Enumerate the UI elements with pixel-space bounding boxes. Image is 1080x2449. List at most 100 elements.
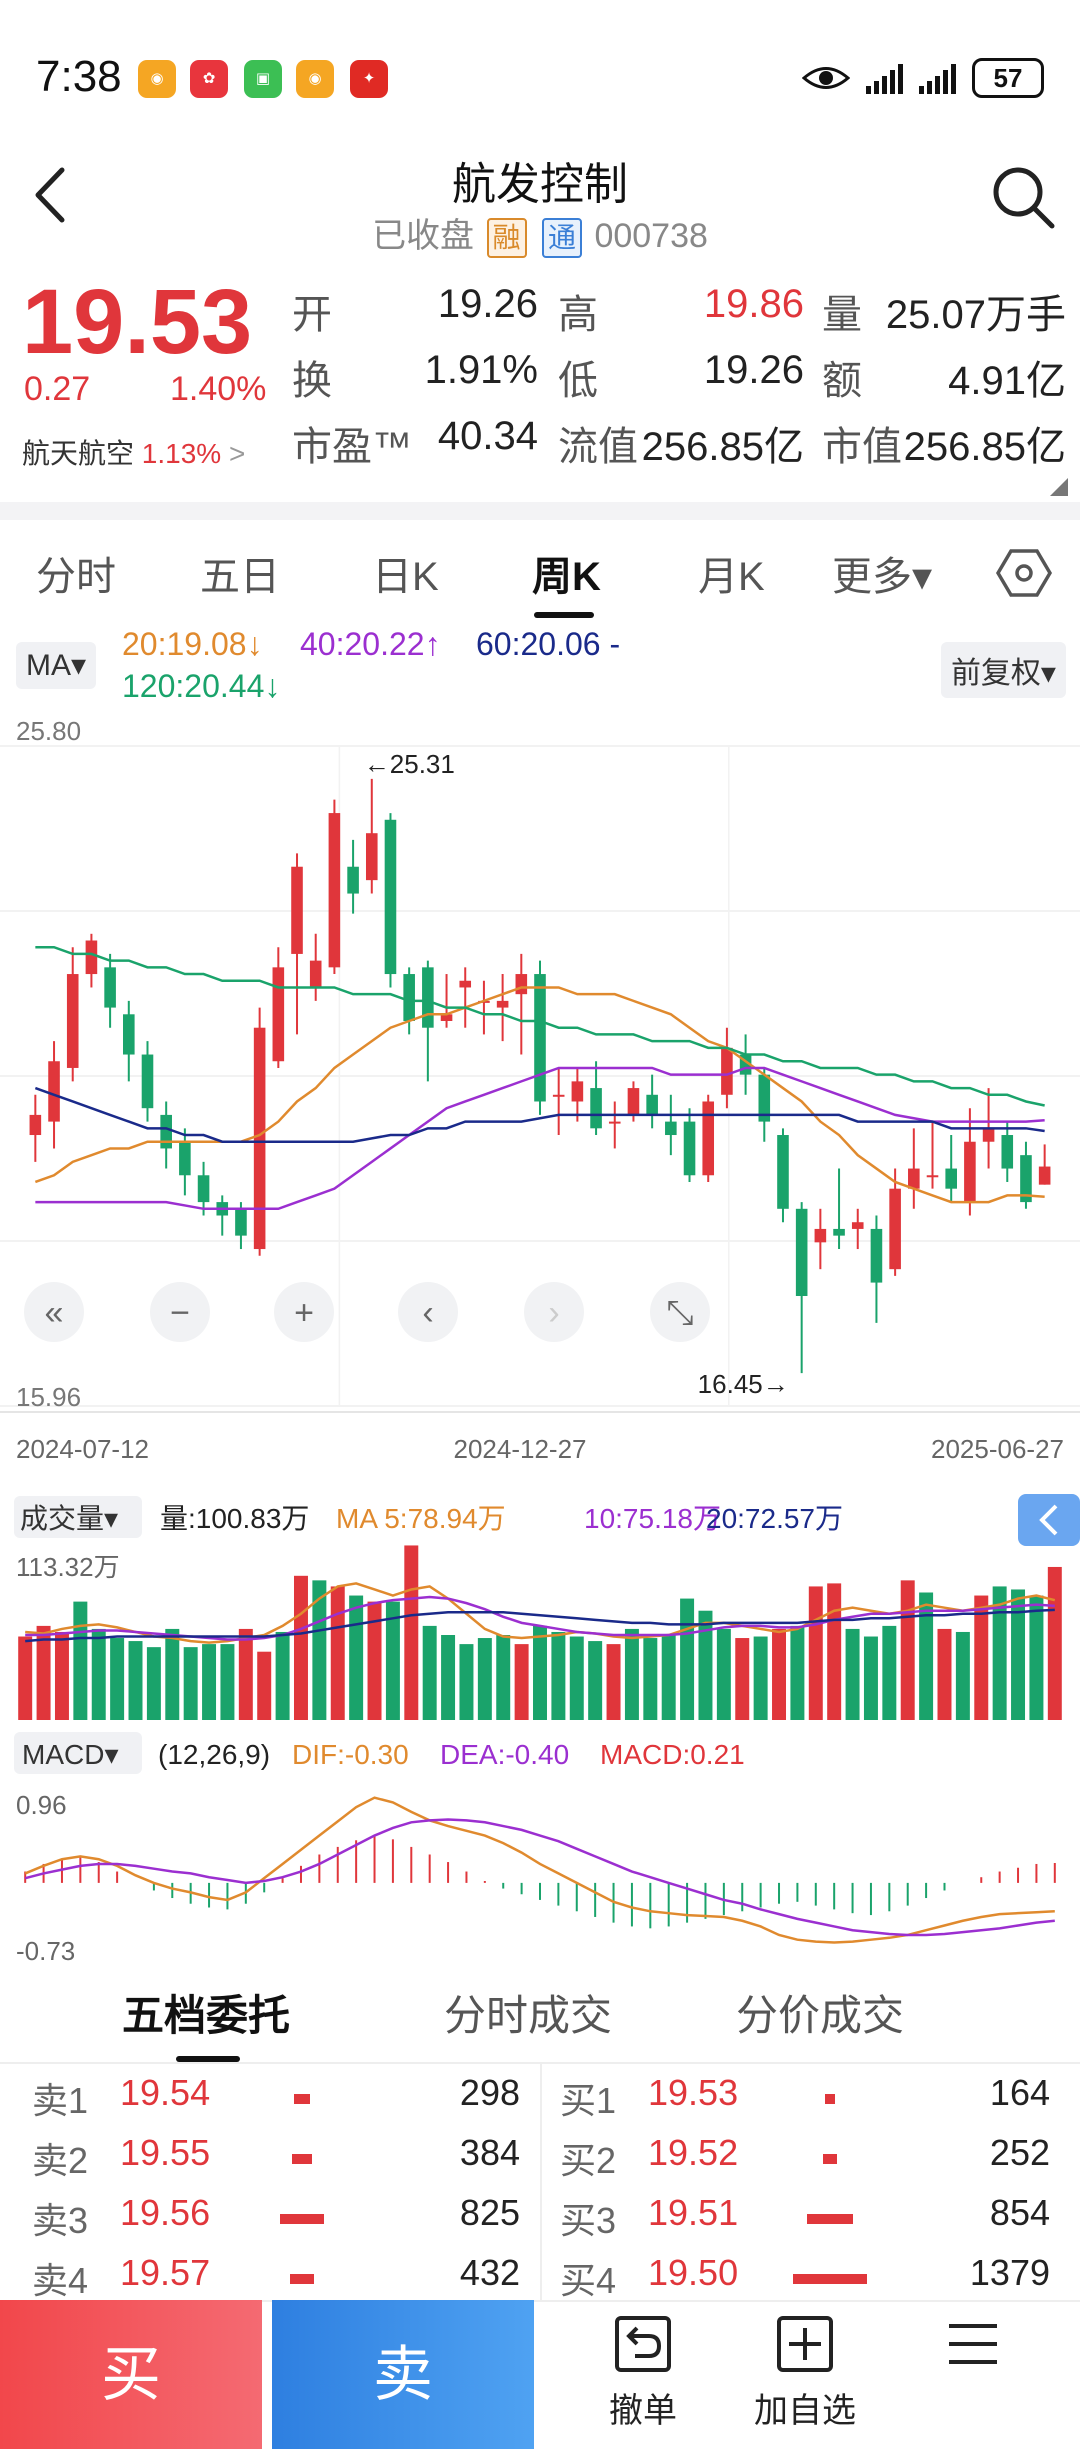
volume-bar [716,1628,731,1720]
expand-corner-icon[interactable] [1050,478,1068,496]
control-bg [150,1282,210,1342]
candle-body [889,1188,901,1270]
order-book-tab[interactable]: 分价成交 [736,1992,905,2039]
chart-control-button[interactable]: « [24,1282,84,1342]
weibo-app-icon: ◉ [138,60,176,98]
candle-body [870,1228,883,1283]
order-price: 19.51 [648,2192,739,2233]
chart-control-button[interactable]: − [150,1282,210,1342]
macd-dea-line [24,1818,1055,1937]
y-max-label: 25.80 [16,716,81,746]
order-volume-bar [807,2214,853,2224]
candle-body [534,974,546,1102]
order-level-label: 卖2 [32,2140,89,2181]
candle-body [309,960,322,988]
order-price: 19.55 [120,2132,211,2173]
x-axis-label: 2024-07-12 [16,1434,149,1464]
candle-body [552,1094,565,1097]
volume-legend-vol: 量:100.83万 [160,1503,309,1534]
weibo-app-icon-2: ◉ [296,60,334,98]
candle-body [702,1101,715,1176]
volume-bar [533,1625,547,1720]
volume-bar [661,1635,676,1720]
macd-y-min: -0.73 [16,1936,75,1964]
settings-hexagon-icon[interactable] [996,548,1052,598]
volume-bar [772,1628,787,1720]
order-price: 19.52 [648,2132,739,2173]
divider [0,2062,1080,2064]
volume-bar [330,1586,345,1720]
tab-period[interactable]: 更多▾ [832,555,933,599]
chart-control-button[interactable]: › [524,1282,584,1342]
collapse-side-button[interactable] [1018,1494,1080,1546]
volume-bar [753,1636,768,1720]
volume-bar [220,1644,235,1720]
add-watchlist-button[interactable]: 加自选 [730,2314,880,2432]
order-volume: 1379 [969,2252,1050,2293]
period-tabs: 分时 五日 日K 周K 月K 更多▾ [0,520,1080,620]
volume-chart[interactable]: 成交量▾ 量:100.83万 MA 5:78.94万 10:75.18万20:72.5… [0,1488,1080,1724]
macd-selector[interactable]: MACD▾ [22,1739,119,1770]
ma-line-40 [35,1066,1045,1211]
macd-legend-dif: DIF:-0.30 [292,1739,409,1770]
ma20-value: 20:19.08↓ [122,626,263,662]
tab-period[interactable]: 月K [698,555,765,599]
order-volume: 854 [989,2192,1050,2233]
volume-bar [606,1644,621,1720]
control-bg [274,1282,334,1342]
order-volume-bar [793,2274,867,2284]
volume-bar [569,1636,584,1720]
volume-bar [827,1583,842,1720]
order-volume-bar [280,2214,324,2224]
candle-body [29,1114,42,1136]
volume-bar [919,1592,934,1720]
candle-body [179,1141,191,1176]
macd-chart[interactable]: MACD▾ (12,26,9) DIF:-0.30 DEA:-0.40 MACD:0.2… [0,1724,1080,1964]
quote-value: 4.91亿 [948,359,1066,403]
chart-control-button[interactable]: + [274,1282,334,1342]
adjust-selector[interactable]: 前复权▾ [940,642,1066,698]
cancel-order-button[interactable]: 撤单 [568,2314,718,2432]
quote-value: 1.91% [424,348,538,392]
candle-body [777,1135,789,1209]
related-sector-percent: 1.13% [141,438,222,469]
tab-period[interactable]: 周K [532,555,601,599]
chart-control-button[interactable]: ‹ [398,1282,458,1342]
candle-body [365,833,378,881]
tab-period[interactable]: 日K [372,555,439,599]
candle-body [197,1175,210,1203]
chart-control-button[interactable]: ⤡ [650,1282,710,1342]
candle-body [66,974,79,1068]
quote-label: 流值 [558,425,638,469]
volume-bar [91,1628,106,1720]
order-book-tab[interactable]: 五档委托 [122,1992,291,2039]
volume-selector[interactable]: 成交量▾ [20,1503,118,1534]
status-bar: 7:38 ◉ ✿ ▣ ◉ ✦ 57 [0,0,1080,150]
volume-bar [367,1601,382,1720]
candle-body [515,974,528,995]
related-sector[interactable]: 航天航空 1.13% > [22,432,245,472]
order-volume: 825 [459,2192,520,2233]
buy-button[interactable]: 买 [0,2300,262,2449]
back-icon[interactable] [22,160,82,230]
search-icon[interactable] [988,162,1058,232]
menu-button[interactable] [898,2314,1048,2383]
candle-body [926,1175,939,1178]
volume-bar [624,1628,639,1720]
tab-period[interactable]: 五日 [200,555,280,599]
ma-selector[interactable]: MA▾ [16,642,97,689]
order-level-label: 卖4 [32,2260,89,2301]
candle-body [1020,1155,1032,1203]
volume-bar [514,1644,529,1720]
kline-chart[interactable]: 25.80 15.96 ←25.31 16.45→ 2024-07-12 2024-12-… [0,716,1080,1496]
order-book-tab[interactable]: 分时成交 [444,1992,613,2039]
macd-selector-bg[interactable] [14,1732,142,1774]
tab-period[interactable]: 分时 [36,555,116,599]
order-volume-bar [825,2094,835,2104]
signal-icon [866,62,903,94]
volume-bar [183,1647,198,1720]
candle-body [814,1228,827,1243]
candle-body [646,1094,658,1115]
volume-selector-bg[interactable] [14,1496,142,1538]
sell-button[interactable]: 卖 [272,2300,534,2449]
